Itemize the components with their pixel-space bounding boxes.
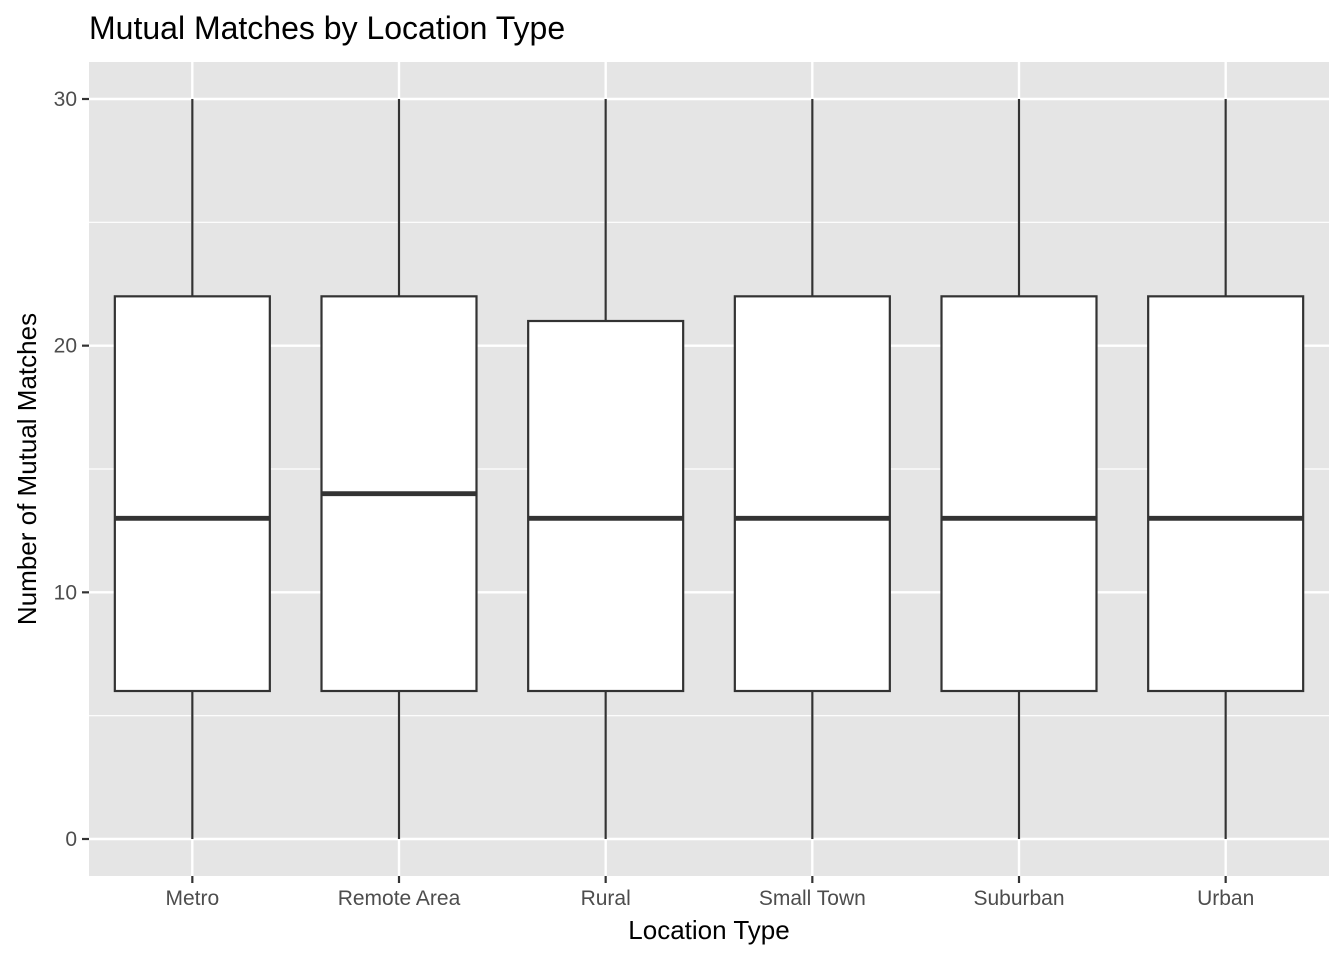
x-tick-label: Remote Area (338, 887, 461, 910)
x-tick-label: Urban (1197, 887, 1254, 910)
chart-title: Mutual Matches by Location Type (89, 10, 565, 46)
y-tick-label: 0 (65, 828, 77, 851)
y-axis: 0 10 20 30 (54, 88, 89, 851)
box-iqr (1147, 295, 1305, 693)
box-series (113, 99, 1305, 839)
x-axis: Metro Remote Area Rural Small Town Suburban U… (165, 876, 1254, 910)
y-tick-label: 20 (54, 335, 77, 358)
x-tick-label: Metro (165, 887, 219, 910)
box-suburban (940, 99, 1098, 839)
minor-gridlines (89, 221, 1329, 717)
box-iqr (733, 295, 891, 693)
x-tick-label: Small Town (759, 887, 866, 910)
x-tick-label: Suburban (973, 887, 1064, 910)
box-iqr (527, 319, 685, 693)
box-iqr (113, 295, 271, 693)
x-tick-label: Rural (581, 887, 631, 910)
y-tick-label: 10 (54, 581, 77, 604)
box-iqr (940, 295, 1098, 693)
box-small-town (733, 99, 891, 839)
x-axis-title: Location Type (628, 915, 789, 945)
box-rural (527, 99, 685, 839)
y-tick-label: 30 (54, 88, 77, 111)
box-metro (113, 99, 271, 839)
y-axis-title: Number of Mutual Matches (12, 313, 42, 625)
box-urban (1147, 99, 1305, 839)
box-remote-area (320, 99, 478, 839)
